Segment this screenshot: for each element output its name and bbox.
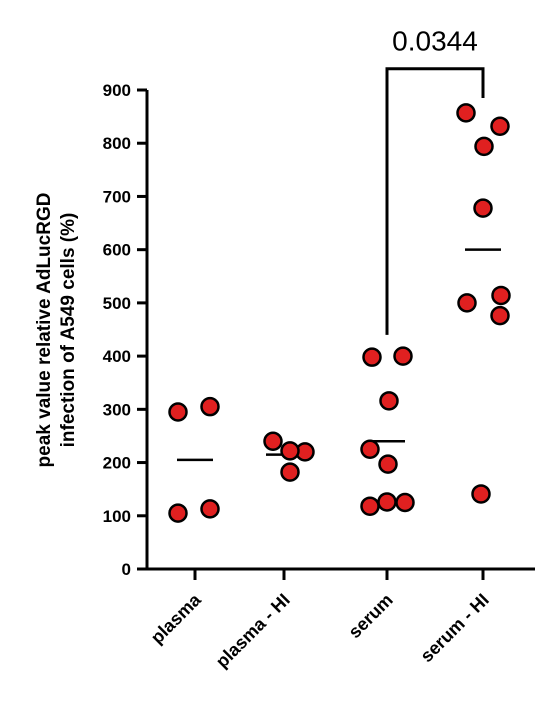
significance-bracket: 0.0344: [385, 26, 485, 335]
bracket-line: [385, 67, 485, 335]
data-point: [360, 496, 380, 516]
y-tick-label: 900: [103, 81, 131, 100]
data-point: [280, 462, 300, 482]
y-tick-label: 700: [103, 187, 131, 206]
data-point: [456, 103, 476, 123]
y-tick-label: 200: [103, 454, 131, 473]
data-point: [490, 116, 510, 136]
y-tick-label: 100: [103, 507, 131, 526]
data-point: [168, 402, 188, 422]
data-point: [379, 391, 399, 411]
p-value-label: 0.0344: [392, 26, 478, 57]
data-point: [491, 285, 511, 306]
data-point: [473, 198, 493, 218]
data-point: [457, 293, 477, 313]
y-tick-label: 300: [103, 400, 131, 419]
x-category-label: serum: [344, 590, 396, 642]
data-point: [200, 499, 220, 519]
x-category-label: serum - HI: [416, 590, 492, 666]
data-point: [471, 484, 491, 504]
data-point: [263, 431, 283, 452]
data-point: [377, 492, 397, 512]
y-tick-label: 0: [122, 560, 131, 579]
data-marks: [168, 103, 511, 523]
data-point: [200, 396, 220, 417]
x-category-label: plasma: [147, 589, 206, 648]
data-point: [395, 492, 415, 513]
y-tick-label: 500: [103, 294, 131, 313]
x-category-label: plasma - HI: [212, 590, 294, 672]
y-axis-title-line1: peak value relative AdLucRGD: [34, 193, 55, 468]
data-point: [393, 346, 413, 366]
data-point: [280, 441, 300, 461]
y-tick-label: 800: [103, 134, 131, 153]
y-tick-label: 400: [103, 347, 131, 366]
axes: 0 100 200 300 400 500 600 700 800 900 plasma plasma…: [103, 81, 535, 672]
data-point: [168, 503, 188, 523]
data-point: [360, 439, 380, 459]
y-tick-label: 600: [103, 241, 131, 260]
y-axis-title-line2: infection of A549 cells (%): [58, 213, 79, 448]
data-point: [474, 136, 494, 157]
data-point: [490, 305, 510, 326]
data-point: [362, 347, 382, 367]
data-point: [378, 454, 398, 474]
